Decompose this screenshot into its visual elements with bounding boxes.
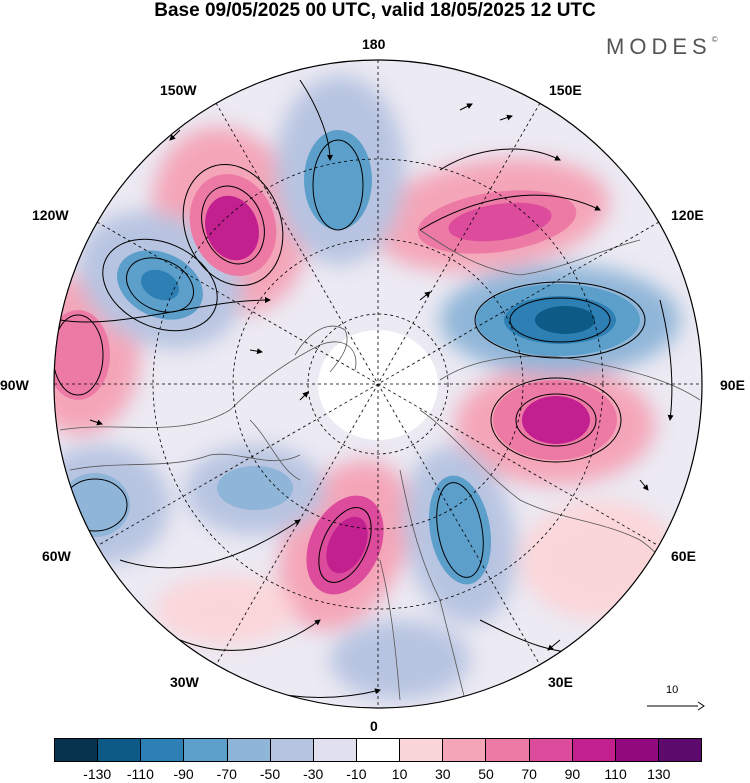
colorbar-tick-label: -10 [346,766,367,782]
lon-label-lower-right-outer: 60E [671,548,696,564]
logo-mark: © [711,35,718,44]
colorbar-cell [313,739,357,761]
colorbar-cell [270,739,314,761]
colorbar-cell [227,739,271,761]
colorbar-tick-label: 130 [647,766,671,782]
colorbar-tick-label: -70 [216,766,237,782]
colorbar-cell [184,739,228,761]
wind-vectors [89,103,661,651]
lon-label-upper-left-outer: 120W [32,207,69,223]
colorbar-tick-label: 10 [391,766,408,782]
reference-vector-label: 10 [666,684,679,696]
colorbar [54,738,702,762]
colorbar-cell [529,739,573,761]
colorbar-tick-label: 70 [521,766,537,782]
lon-label-upper-left-inner: 150W [160,82,197,98]
lon-label-upper-right-outer: 120E [671,207,704,223]
modes-logo: MODES© [606,34,718,60]
lon-label-left: 90W [0,377,29,393]
colorbar-tick-label: -30 [303,766,324,782]
colorbar-cell [98,739,142,761]
lon-label-bottom: 0 [370,718,378,734]
colorbar-tick-label: -110 [126,766,154,782]
colorbar-cell [486,739,530,761]
colorbar-cell [658,739,702,761]
map-title: Base 09/05/2025 00 UTC, valid 18/05/2025… [154,0,596,21]
colorbar-tick-label: 90 [564,766,581,782]
anomaly-shading [54,75,680,700]
colorbar-cell [572,739,616,761]
lon-label-lower-left-inner: 30W [170,674,199,690]
lon-label-upper-right-inner: 150E [549,82,582,98]
lon-label-top: 180 [362,36,386,52]
colorbar-cell [443,739,487,761]
colorbar-tick-label: 30 [435,766,451,782]
colorbar-tick-label: -90 [173,766,194,782]
streamlines [54,79,674,698]
colorbar-cell [141,739,185,761]
map-border [53,59,703,709]
colorbar-cell [615,739,659,761]
colorbar-cell [356,739,401,761]
colorbar-cell [400,739,444,761]
lon-label-lower-left-outer: 60W [42,548,71,564]
reference-vector-arrow [647,701,705,711]
colorbar-tick-label: -130 [83,766,112,782]
map-disc [54,60,702,708]
lon-label-right: 90E [720,377,745,393]
lon-label-lower-right-inner: 30E [548,674,573,690]
colorbar-cell [55,739,99,761]
colorbar-tick-label: 50 [478,766,494,782]
colorbar-tick-label: -50 [259,766,281,782]
logo-text: MODES [606,34,712,59]
colorbar-tick-label: 110 [604,766,627,782]
